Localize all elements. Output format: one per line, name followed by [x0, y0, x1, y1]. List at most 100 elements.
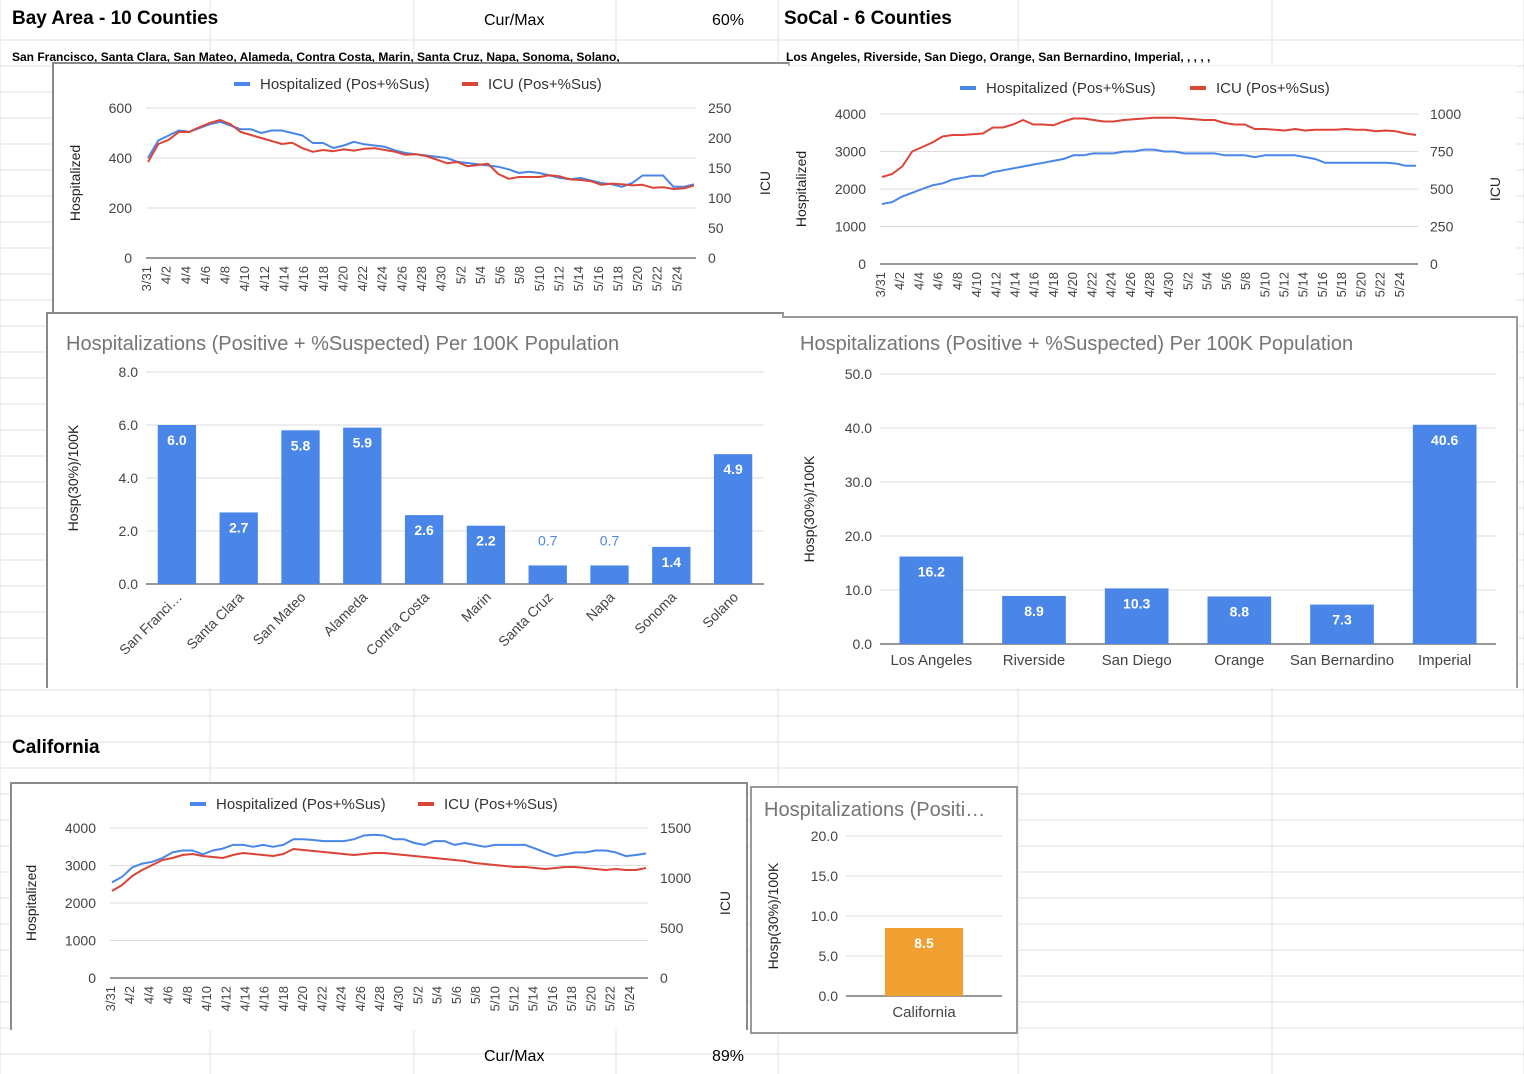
- x-tick-label: 3/31: [873, 272, 888, 297]
- y2-tick-label: 200: [708, 130, 732, 146]
- x-tick-label: 5/10: [532, 266, 547, 291]
- chart-title: Hospitalizations (Positive + %Suspected)…: [800, 333, 1353, 355]
- x-tick-label: 4/28: [1142, 272, 1157, 297]
- x-tick-label: 5/16: [1315, 272, 1330, 297]
- x-tick-label: 5/20: [583, 986, 598, 1011]
- y-tick-label: 4000: [835, 106, 866, 122]
- bar: [1412, 424, 1477, 644]
- y2-axis-title: ICU: [757, 171, 773, 195]
- x-category-label: Riverside: [1003, 652, 1066, 669]
- bar: [1002, 595, 1066, 644]
- x-tick-label: 5/6: [1219, 272, 1234, 290]
- x-tick-label: 5/18: [564, 986, 579, 1011]
- y2-tick-label: 0: [660, 970, 668, 986]
- x-tick-label: 5/2: [1180, 272, 1195, 290]
- x-category-label: Imperial: [1418, 652, 1471, 669]
- data-label: 4.9: [723, 461, 743, 477]
- y-tick-label: 1000: [65, 933, 96, 949]
- socal-line-chart[interactable]: 0 1000 2000 3000 4000 0 250 500 750 1000 3/31 4/2 4/…: [786, 66, 1516, 316]
- x-tick-label: 4/6: [931, 272, 946, 290]
- x-tick-label: 4/14: [1008, 272, 1023, 297]
- x-tick-label: 4/4: [178, 266, 193, 284]
- x-tick-label: 3/31: [103, 986, 118, 1011]
- socal-bar-chart[interactable]: Hospitalizations (Positive + %Suspected)…: [782, 316, 1518, 688]
- california-bar-chart[interactable]: Hospitalizations (Positi… 0.0 5.0 10.0 15.0 2…: [750, 786, 1018, 1034]
- socal-county-list: Los Angeles, Riverside, San Diego, Orang…: [786, 50, 1211, 64]
- y-tick-label: 10.0: [811, 908, 838, 924]
- x-tick-label: 5/24: [669, 266, 684, 291]
- bay-area-bar-chart[interactable]: Hospitalizations (Positive + %Suspected)…: [46, 312, 784, 688]
- x-tick-label: 4/30: [391, 986, 406, 1011]
- bar: [899, 556, 964, 644]
- legend-label-hospitalized: Hospitalized (Pos+%Sus): [260, 76, 430, 93]
- y-tick-label: 6.0: [119, 417, 139, 433]
- data-label: 40.6: [1431, 432, 1458, 448]
- y-axis-title: Hospitalized: [793, 151, 809, 227]
- bar: [1310, 604, 1374, 644]
- y-tick-label: 0: [858, 256, 866, 272]
- y2-tick-label: 250: [708, 100, 732, 116]
- y-tick-label: 600: [109, 100, 133, 116]
- x-tick-label: 4/26: [394, 266, 409, 291]
- y-tick-label: 2.0: [119, 523, 139, 539]
- california-title: California: [12, 737, 100, 758]
- x-tick-label: 4/2: [122, 986, 137, 1004]
- x-tick-label: 4/28: [414, 266, 429, 291]
- x-tick-label: 5/14: [1296, 272, 1311, 297]
- x-category-label: Santa Cruz: [495, 589, 556, 650]
- bar: [219, 512, 258, 584]
- x-tick-label: 4/26: [1123, 272, 1138, 297]
- x-category-label: San Franci…: [116, 589, 185, 658]
- bay-area-county-list: San Francisco, Santa Clara, San Mateo, A…: [12, 50, 620, 64]
- x-tick-label: 4/4: [141, 986, 156, 1004]
- x-tick-label: 4/18: [316, 266, 331, 291]
- y-tick-label: 3000: [835, 144, 866, 160]
- x-tick-label: 5/8: [1238, 272, 1253, 290]
- x-tick-label: 4/18: [276, 986, 291, 1011]
- x-tick-label: 4/6: [161, 986, 176, 1004]
- y2-tick-label: 50: [708, 220, 724, 236]
- data-label: 1.4: [662, 554, 682, 570]
- x-tick-label: 5/14: [526, 986, 541, 1011]
- y2-tick-label: 0: [1430, 256, 1438, 272]
- y-tick-label: 0.0: [819, 988, 839, 1004]
- x-tick-label: 5/12: [552, 266, 567, 291]
- y-tick-label: 10.0: [845, 582, 872, 598]
- x-tick-label: 5/2: [410, 986, 425, 1004]
- y-tick-label: 2000: [835, 181, 866, 197]
- x-tick-label: 4/8: [950, 272, 965, 290]
- x-tick-label: 5/24: [1392, 272, 1407, 297]
- y2-axis-title: ICU: [717, 891, 733, 915]
- bar: [885, 928, 963, 996]
- legend-label-icu: ICU (Pos+%Sus): [488, 76, 602, 93]
- y2-tick-label: 150: [708, 160, 732, 176]
- x-category-label: California: [892, 1004, 956, 1021]
- bar: [157, 425, 197, 584]
- y-axis-title: Hosp(30%)/100K: [801, 455, 817, 562]
- x-tick-label: 4/10: [969, 272, 984, 297]
- x-category-label: San Mateo: [249, 589, 308, 648]
- x-tick-label: 4/2: [159, 266, 174, 284]
- x-tick-label: 4/10: [199, 986, 214, 1011]
- california-line-chart[interactable]: 0 1000 2000 3000 4000 0 500 1000 1500 3/31 4/2 4/4 4…: [10, 782, 748, 1030]
- x-category-label: Marin: [458, 589, 494, 625]
- bay-area-line-chart[interactable]: 0 200 400 600 0 50 100 150 200 250 3/31 4/2 4/4 4/6 4/…: [52, 62, 790, 318]
- legend-label-hospitalized: Hospitalized (Pos+%Sus): [216, 796, 386, 813]
- x-category-label: Napa: [583, 589, 618, 624]
- data-label: 5.9: [353, 435, 373, 451]
- bar: [404, 515, 444, 584]
- bar: [281, 430, 320, 584]
- x-tick-label: 4/14: [238, 986, 253, 1011]
- y2-tick-label: 500: [660, 920, 684, 936]
- y-tick-label: 0: [88, 970, 96, 986]
- data-label: 2.6: [414, 522, 434, 538]
- x-tick-label: 4/30: [1161, 272, 1176, 297]
- y-tick-label: 15.0: [811, 868, 838, 884]
- x-tick-label: 4/14: [277, 266, 292, 291]
- bay-area-title: Bay Area - 10 Counties: [12, 8, 219, 29]
- x-tick-label: 5/18: [610, 266, 625, 291]
- bar: [466, 525, 506, 584]
- y-tick-label: 20.0: [811, 828, 838, 844]
- x-tick-label: 5/10: [487, 986, 502, 1011]
- y2-tick-label: 1000: [1430, 106, 1461, 122]
